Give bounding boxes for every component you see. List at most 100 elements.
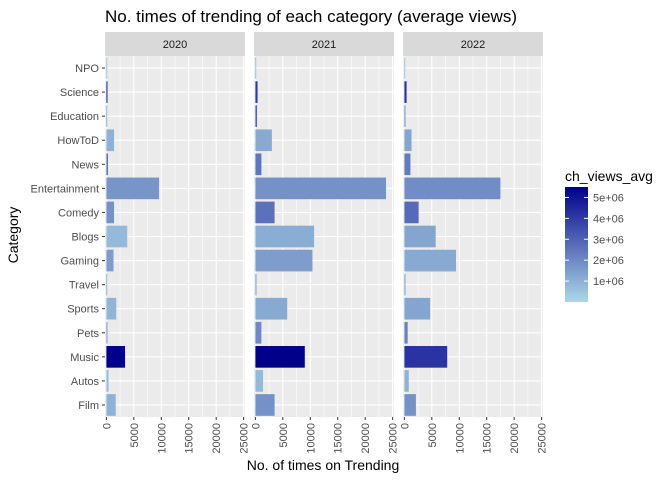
legend-tick-label: 5e+06 (593, 192, 624, 204)
bar-2020-gaming (106, 249, 114, 272)
legend-tick-label: 4e+06 (593, 213, 624, 225)
legend-tick-label: 3e+06 (593, 234, 624, 246)
x-tick-label: 5000 (129, 423, 141, 447)
x-tick-label: 10000 (156, 423, 168, 454)
bar-2022-howtod (404, 129, 412, 152)
x-tick-label: 20000 (360, 423, 372, 454)
bar-2021-comedy (255, 201, 275, 224)
bar-2021-sports (255, 297, 288, 320)
facet-panel-2021: 2021 (254, 32, 394, 417)
y-tick-label: Travel (69, 280, 99, 292)
bar-2022-travel (404, 273, 406, 296)
bar-2021-science (255, 81, 258, 103)
x-tick-label: 20000 (211, 423, 223, 454)
facet-strip-label: 2022 (461, 39, 485, 51)
bar-2020-travel (106, 273, 108, 296)
bar-2021-travel (255, 273, 257, 296)
bar-2022-science (404, 81, 407, 103)
bar-2020-education (106, 105, 108, 127)
bar-2020-sports (106, 297, 117, 320)
y-tick-label: Gaming (60, 256, 99, 268)
bar-2021-npo (255, 57, 257, 79)
facet-strip-label: 2021 (312, 39, 336, 51)
bar-2022-sports (404, 297, 431, 320)
facet-strip (403, 32, 543, 56)
x-tick-label: 15000 (333, 423, 345, 454)
x-tick-label: 25000 (388, 423, 400, 454)
y-tick-label: Education (50, 111, 99, 123)
y-tick-label: Science (60, 87, 99, 99)
y-tick-label: NPO (75, 63, 99, 75)
chart-title: No. times of trending of each category (… (105, 7, 517, 26)
x-tick-label: 0 (101, 423, 113, 429)
facet-panel-2022: 2022 (403, 32, 543, 417)
facet-panels: 2020 2021 2022 (105, 32, 543, 417)
x-tick-label: 15000 (184, 423, 196, 454)
x-tick-label: 25000 (239, 423, 251, 454)
bar-2021-gaming (255, 249, 313, 272)
bar-2022-education (404, 105, 406, 127)
x-tick-label: 10000 (454, 423, 466, 454)
x-tick-label: 20000 (509, 423, 521, 454)
bar-2020-blogs (106, 225, 128, 248)
y-tick-label: Sports (67, 304, 99, 316)
bar-2020-autos (106, 370, 109, 392)
bar-2021-film (255, 394, 275, 416)
bar-2020-music (106, 346, 126, 368)
legend-color-bar (565, 187, 588, 302)
bar-2022-npo (404, 57, 406, 79)
bar-2020-howtod (106, 129, 115, 152)
y-tick-label: Blogs (71, 232, 99, 244)
color-legend: ch_views_avg 1e+06 2e+06 3e+06 4e+06 5e+06 (565, 168, 653, 302)
y-tick-label: Autos (71, 376, 100, 388)
y-tick-label: Comedy (58, 207, 99, 219)
bar-2022-autos (404, 370, 409, 392)
y-axis-tick-labels: Film Autos Music Pets Sports Travel Gaming Blog… (31, 63, 105, 412)
bar-2022-film (404, 394, 416, 416)
bar-2022-news (404, 153, 411, 176)
y-tick-label: Music (70, 352, 99, 364)
y-axis-title: Category (5, 207, 21, 264)
facet-strip (105, 32, 245, 56)
bar-2022-comedy (404, 201, 419, 224)
y-tick-label: Entertainment (31, 183, 99, 195)
x-tick-label: 5000 (278, 423, 290, 447)
x-tick-label: 15000 (482, 423, 494, 454)
bar-2021-howtod (255, 129, 272, 152)
facet-strip (254, 32, 394, 56)
bar-2021-education (255, 105, 258, 127)
bar-2021-music (255, 346, 305, 368)
bar-2022-pets (404, 321, 408, 344)
x-tick-label: 5000 (427, 423, 439, 447)
y-tick-label: Film (78, 400, 99, 412)
bar-2020-comedy (106, 201, 115, 224)
x-tick-label: 25000 (537, 423, 549, 454)
bar-2022-blogs (404, 225, 436, 248)
facet-panel-2020: 2020 (105, 32, 245, 417)
bar-2020-npo (106, 57, 108, 79)
bar-2021-entertainment (255, 177, 387, 200)
legend-tick-label: 2e+06 (593, 255, 624, 267)
bar-2021-pets (255, 321, 262, 344)
legend-title: ch_views_avg (565, 168, 653, 184)
bar-2020-film (106, 394, 116, 416)
y-tick-label: Pets (77, 328, 100, 340)
bar-2020-news (106, 153, 109, 176)
x-tick-label: 0 (399, 423, 411, 429)
bar-2021-blogs (255, 225, 315, 248)
legend-tick-label: 1e+06 (593, 276, 624, 288)
bar-2022-entertainment (404, 177, 501, 200)
x-tick-label: 0 (250, 423, 262, 429)
x-axis-title: No. of times on Trending (247, 457, 400, 473)
y-tick-label: News (71, 159, 99, 171)
x-tick-label: 10000 (305, 423, 317, 454)
y-tick-label: HowToD (57, 135, 99, 147)
bar-2020-entertainment (106, 177, 160, 200)
bar-2022-music (404, 346, 448, 368)
facet-strip-label: 2020 (163, 39, 187, 51)
bar-2021-autos (255, 370, 264, 392)
bar-2022-gaming (404, 249, 456, 272)
x-axis-tick-labels: 0 5000 10000 15000 20000 25000 0 5000 10000 15000… (101, 417, 549, 454)
bar-2020-science (106, 81, 108, 103)
bar-2021-news (255, 153, 262, 176)
